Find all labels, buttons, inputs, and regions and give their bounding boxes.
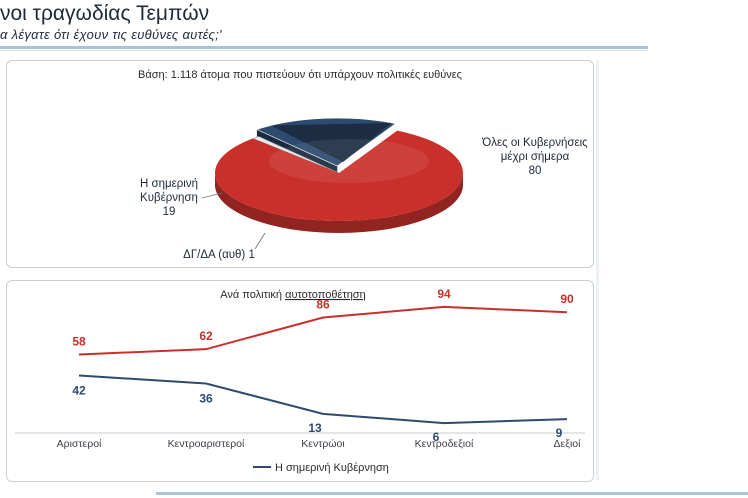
pie-label-blue: Κυβέρνηση bbox=[140, 192, 198, 204]
pie-label-red: μέχρι σήμερα bbox=[501, 151, 570, 163]
pie-leader-grey bbox=[254, 232, 266, 250]
x-tick-label: Αριστεροί bbox=[57, 438, 102, 450]
title-divider bbox=[0, 46, 648, 49]
pie-slice-blue-shadow bbox=[270, 122, 392, 163]
pie-chart-panel: Βάση: 1.118 άτομα που πιστεύουν ότι υπάρ… bbox=[6, 60, 594, 268]
data-label-blue: 36 bbox=[199, 391, 213, 405]
line-chart-title: Ανά πολιτική αυτοτοποθέτηση bbox=[220, 289, 365, 301]
pie-chart-title: Βάση: 1.118 άτομα που πιστεύουν ότι υπάρ… bbox=[138, 69, 462, 81]
legend-label-blue: Η σημερινή Κυβέρνηση bbox=[275, 462, 389, 474]
pie-label-red: Όλες οι Κυβερνήσεις bbox=[481, 137, 588, 149]
page-subtitle: α λέγατε ότι έχουν τις ευθύνες αυτές;' bbox=[0, 27, 222, 42]
pie-slice-red bbox=[215, 130, 464, 221]
line-series-blue bbox=[78, 374, 568, 425]
line-series-red bbox=[78, 305, 568, 356]
data-label-red: 94 bbox=[437, 287, 451, 301]
footer-divider bbox=[156, 492, 748, 495]
line-chart-panel: Ανά πολιτική αυτοτοποθέτηση 58 62 86 94 90 42 3… bbox=[6, 280, 594, 482]
x-tick-label: Κεντροαριστεροί bbox=[168, 438, 245, 450]
pie-label-blue: Η σημερινή bbox=[140, 178, 198, 190]
data-label-red: 58 bbox=[72, 334, 86, 348]
data-label-blue: 9 bbox=[556, 426, 563, 440]
pie-slice-red-side bbox=[215, 173, 463, 233]
pie-leader-blue bbox=[201, 192, 223, 199]
panel-shadow bbox=[596, 60, 599, 480]
data-label-red: 86 bbox=[316, 297, 330, 311]
pie-chart: Βάση: 1.118 άτομα που πιστεύουν ότι υπάρ… bbox=[138, 69, 588, 261]
line-chart-title-underlined: αυτοτοποθέτηση bbox=[285, 289, 366, 301]
pie-value-blue: 19 bbox=[163, 206, 176, 218]
pie-value-red: 80 bbox=[529, 165, 542, 177]
pie-highlight bbox=[269, 139, 429, 183]
data-label-red: 62 bbox=[199, 329, 213, 343]
page-title: νοι τραγωδίας Τεμπών bbox=[0, 2, 210, 25]
title-divider-thin bbox=[0, 50, 648, 51]
pie-label-grey: ΔΓ/ΔΑ (αυθ) 1 bbox=[183, 249, 255, 261]
x-tick-label: Κεντρώοι bbox=[301, 438, 345, 450]
x-tick-label: Δεξιοί bbox=[554, 438, 582, 450]
data-label-blue: 42 bbox=[72, 384, 86, 398]
pie-slice-grey bbox=[252, 136, 340, 174]
data-label-blue: 13 bbox=[308, 421, 322, 435]
x-tick-label: Κεντροδεξιοί bbox=[415, 438, 474, 450]
data-label-red: 90 bbox=[560, 292, 574, 306]
line-chart-title-prefix: Ανά πολιτική bbox=[220, 289, 285, 301]
line-chart: Ανά πολιτική αυτοτοποθέτηση 58 62 86 94 90 42 3… bbox=[15, 287, 585, 474]
data-label-blue: 6 bbox=[433, 430, 440, 444]
